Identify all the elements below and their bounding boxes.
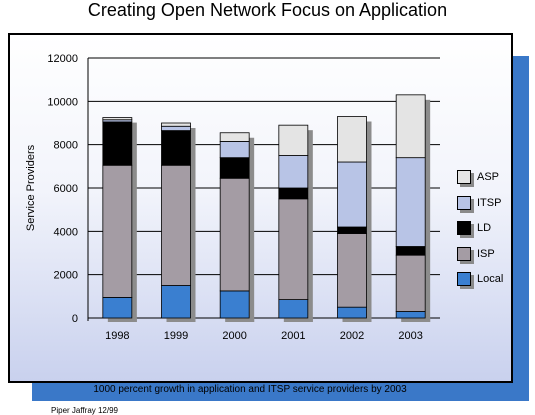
legend-label: Local [477, 273, 504, 285]
bar-side-shadow [131, 122, 137, 322]
legend-swatch [457, 246, 471, 261]
bar-segment-local-2003 [395, 311, 426, 319]
y-tick-label: 2000 [54, 270, 78, 282]
bar-segment-itsp-2000 [219, 141, 250, 159]
chart-annotation: 1000 percent growth in application and I… [93, 384, 407, 395]
bar-side-shadow [190, 128, 196, 322]
y-tick-label: 10000 [47, 96, 78, 108]
bar-side-shadow [249, 137, 255, 322]
bar-segment-isp-2000 [219, 177, 250, 292]
bar-segment-asp-1999 [161, 122, 191, 127]
bar-segment-ld-2003 [395, 246, 426, 256]
x-tick-label: 2000 [222, 330, 246, 342]
bar-segment-isp-2002 [337, 233, 367, 308]
legend-swatch [457, 195, 471, 210]
bar-segment-asp-2001 [278, 124, 309, 156]
bar-segment-local-1999 [161, 285, 191, 319]
y-tick-label: 6000 [54, 183, 78, 195]
bar-segment-local-2001 [278, 299, 309, 319]
bar-segment-itsp-1999 [161, 125, 191, 131]
legend-swatch [457, 272, 471, 286]
chart-panel: 0 2000 4000 6000 8000 10000 12000 Service Provi… [8, 33, 513, 415]
bar-segment-itsp-2003 [395, 157, 426, 247]
bar-bottom-shadow [166, 318, 196, 322]
y-axis-label: Service Providers [25, 144, 37, 231]
bar-segment-asp-1998 [102, 117, 133, 121]
legend-label: ASP [477, 171, 500, 183]
bar-segment-local-2002 [337, 306, 367, 319]
bar-bottom-shadow [342, 318, 372, 322]
legend-label: ITSP [477, 196, 502, 209]
y-tick-label: 4000 [54, 226, 78, 238]
bar-bottom-shadow [401, 318, 431, 322]
bar-segment-asp-2003 [395, 94, 426, 159]
x-tick-label: 2001 [281, 330, 305, 342]
bar-segment-asp-2000 [219, 132, 250, 142]
bar-side-shadow [366, 121, 372, 322]
bar-segment-isp-1999 [161, 164, 191, 286]
bar-segment-asp-2002 [337, 116, 367, 163]
bar-segment-ld-1998 [102, 121, 133, 166]
bar-segment-itsp-2001 [278, 155, 309, 189]
bar-bottom-shadow [225, 318, 255, 322]
bar-segment-itsp-2002 [337, 161, 367, 228]
x-tick-label: 2002 [340, 330, 364, 342]
chart-title: Creating Open Network Focus on Applicati… [87, 0, 448, 20]
y-tick-label: 12000 [47, 53, 78, 65]
y-tick-label: 0 [72, 313, 78, 325]
source-note: Piper Jaffray 12/99 [51, 406, 119, 415]
bar-side-shadow [425, 99, 431, 322]
legend-label: ISP [477, 247, 495, 260]
bar-chart: 0 2000 4000 6000 8000 10000 12000 Service Provi… [25, 53, 440, 342]
bar-segment-ld-1999 [161, 130, 191, 166]
bar-segment-local-1998 [102, 297, 133, 319]
x-tick-label: 1998 [105, 330, 129, 342]
bar-segment-ld-2000 [219, 157, 250, 179]
y-tick-label: 8000 [54, 140, 78, 152]
bar-segment-local-2000 [219, 290, 250, 319]
bar-segment-isp-2003 [395, 254, 426, 312]
legend-label: LD [477, 222, 492, 234]
x-tick-label: 2003 [398, 330, 422, 342]
bar-segment-isp-2001 [278, 198, 309, 300]
bar-segment-ld-2002 [337, 226, 367, 234]
x-tick-label: 1999 [164, 330, 188, 342]
bar-side-shadow [307, 130, 313, 322]
legend-swatch [457, 221, 471, 235]
bar-segment-ld-2001 [278, 187, 309, 200]
bar-bottom-shadow [283, 318, 313, 322]
bar-segment-isp-1998 [102, 164, 133, 298]
legend-swatch [457, 170, 471, 184]
bar-bottom-shadow [107, 318, 137, 322]
